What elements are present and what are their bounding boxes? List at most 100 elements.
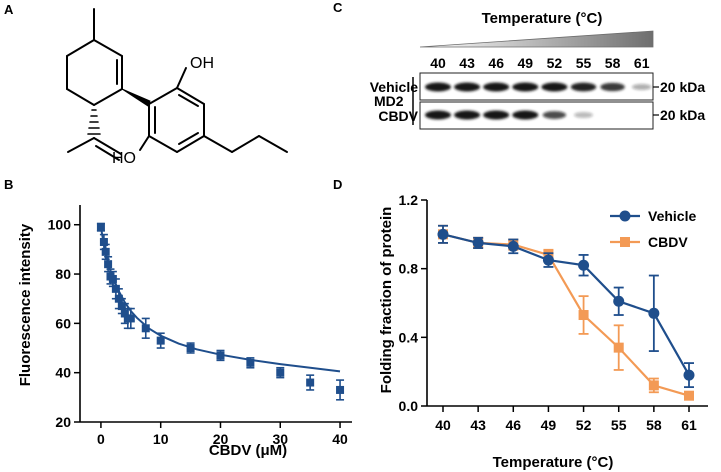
chart-b-y-tick-label: 100 (48, 217, 72, 233)
hashed-wedge (87, 109, 101, 135)
blot-temperature-label: 40 (430, 55, 446, 71)
bold-wedge (121, 88, 151, 107)
bond (148, 135, 178, 153)
blot-title: Temperature (°C) (482, 10, 603, 27)
legend-marker-vehicle (619, 210, 631, 222)
marker-label-vehicle: 20 kDa (660, 79, 705, 95)
chart-b-xlabel: CBDV (μM) (209, 442, 287, 459)
legend-label-cbdv: CBDV (648, 234, 688, 250)
chart-d-point-cbdv (613, 342, 624, 353)
chart-d-x-tick-label: 40 (435, 417, 451, 433)
bond (67, 137, 95, 153)
blot-temperature-label: 43 (459, 55, 475, 71)
blot-band (542, 111, 567, 119)
chart-b-y-tick-label: 40 (55, 365, 71, 381)
blot-temperature-label: 46 (488, 55, 504, 71)
marker-label-cbdv: 20 kDa (660, 107, 705, 123)
blot-band (541, 82, 568, 92)
blot-row-label-vehicle: Vehicle (370, 79, 418, 95)
chart-b-y-tick-label: 60 (55, 315, 71, 331)
chart-b-data-point (96, 223, 105, 232)
bond (66, 88, 95, 106)
chart-b-x-tick-label: 40 (332, 431, 348, 447)
chart-folding-fraction: 0.0 0.4 0.8 1.2 40 43 46 49 52 55 58 61 Vehicle CBDV (399, 192, 708, 433)
blot-temperature-label: 58 (605, 55, 621, 71)
chart-b-data-point (186, 344, 195, 353)
blot-band (632, 83, 652, 91)
blot-band (512, 110, 539, 120)
blot-temperature-label: 55 (576, 55, 592, 71)
chart-b-data-point (99, 237, 108, 246)
chart-b-data-point (120, 309, 129, 318)
chart-b-data-point (276, 368, 285, 377)
chart-d-line-vehicle (442, 233, 690, 376)
temperature-gradient-wedge (419, 30, 654, 48)
bond (176, 67, 187, 89)
chart-b-data-point (336, 385, 345, 394)
cbdv-structure (66, 8, 288, 161)
chart-b-data-point (101, 247, 110, 256)
blot-band (454, 82, 481, 92)
chart-d-x-tick-label: 52 (576, 417, 592, 433)
chart-d-y-tick-label: 1.2 (399, 192, 419, 208)
panel-label-c: C (333, 0, 343, 15)
chart-b-y-tick-label: 20 (55, 414, 71, 430)
chart-b-x-tick-label: 20 (213, 431, 229, 447)
chart-d-x-tick-label: 46 (505, 417, 521, 433)
chart-d-xlabel: Temperature (°C) (493, 454, 614, 471)
chart-d-point-cbdv (684, 390, 694, 401)
blot-temperature-label: 52 (547, 55, 563, 71)
blot-band (454, 110, 481, 120)
bond (203, 135, 233, 153)
chart-b-data-point (156, 336, 165, 345)
panel-label-a: A (4, 2, 14, 17)
blot-band (425, 110, 451, 120)
chart-d-y-tick-label: 0.8 (399, 261, 419, 277)
chart-d-point-vehicle (578, 259, 590, 271)
chart-d-point-vehicle (683, 369, 695, 381)
chart-b-data-point (216, 351, 225, 360)
chart-d-x-tick-label: 43 (470, 417, 486, 433)
aromatic-bond (178, 132, 199, 145)
bond (176, 135, 205, 153)
bond (66, 39, 95, 57)
chart-b-data-point (306, 378, 315, 387)
chart-b-y-tick-label: 80 (55, 266, 71, 282)
chart-b-data-point (126, 314, 135, 323)
oh-label-left: HO (112, 150, 136, 167)
blot-band (600, 82, 625, 92)
chart-d-point-cbdv (578, 310, 589, 321)
blot-row-label-cbdv: CBDV (378, 108, 418, 124)
chart-d-point-vehicle (542, 254, 554, 266)
bond (93, 137, 122, 155)
chart-d-point-vehicle (648, 307, 660, 319)
blot-band (574, 112, 593, 118)
blot-band (570, 82, 597, 92)
chart-b-data-point (141, 324, 150, 333)
chart-d-x-tick-label: 49 (541, 417, 557, 433)
chart-b-data-point (246, 358, 255, 367)
chart-b-ylabel: Fluorescence intensity (17, 223, 34, 386)
chart-d-point-vehicle (472, 237, 484, 249)
bond (93, 88, 123, 106)
chart-d-point-cbdv (648, 380, 659, 391)
blot-protein-label: MD2 (374, 93, 404, 109)
chart-b-x-tick-label: 10 (153, 431, 169, 447)
chart-b-x-tick-label: 0 (97, 431, 105, 447)
chart-b-data-point (104, 260, 113, 269)
chart-d-ylabel: Folding fraction of protein (378, 207, 395, 394)
bond (139, 135, 150, 151)
chart-fluorescence: 20 40 60 80 100 0 10 20 30 40 (48, 205, 352, 447)
panel-label-b: B (4, 177, 13, 192)
chart-d-y-tick-label: 0.4 (399, 329, 419, 345)
blot-band (425, 82, 451, 92)
oh-label-top: OH (190, 55, 214, 72)
bond (93, 39, 123, 57)
chart-d-y-tick-label: 0.0 (399, 398, 419, 414)
bond (231, 135, 260, 153)
aromatic-bond (178, 94, 199, 107)
blot-temperature-label: 49 (518, 55, 534, 71)
chart-d-point-vehicle (507, 240, 519, 252)
bond (148, 87, 178, 105)
